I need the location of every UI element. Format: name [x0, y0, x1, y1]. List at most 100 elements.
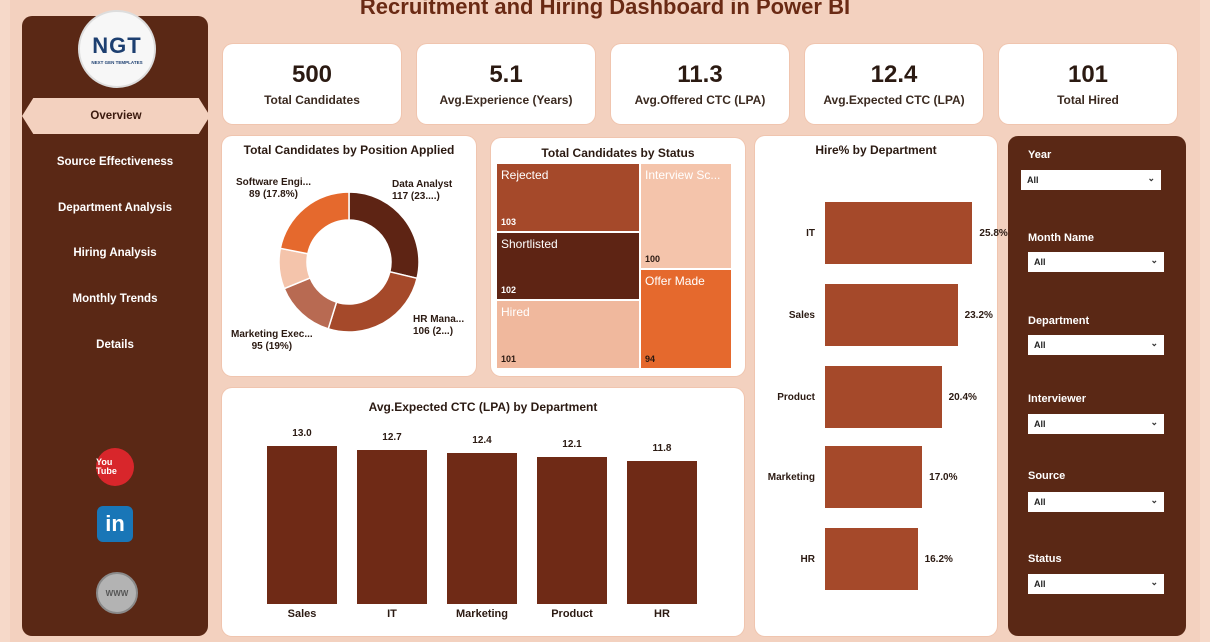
hbar-value-label: 17.0% — [929, 472, 958, 483]
filter-year-select[interactable]: All ⌄ — [1021, 170, 1161, 190]
vbar-value-label: 12.7 — [382, 431, 402, 443]
hbar-hr[interactable] — [825, 528, 918, 590]
donut-label-data-analyst: Data Analyst 117 (23....) — [392, 179, 452, 203]
position-donut-card: Total Candidates by Position Applied Dat… — [222, 136, 476, 376]
nav-source-effectiveness[interactable]: Source Effectiveness — [56, 156, 174, 168]
kpi-value: 5.1 — [489, 61, 523, 88]
treemap-tile-hired[interactable]: Hired 101 — [497, 301, 639, 368]
label-name: HR Mana... — [413, 314, 465, 325]
filter-month-select[interactable]: All ⌄ — [1028, 252, 1164, 272]
nav-monthly-trends[interactable]: Monthly Trends — [72, 293, 158, 305]
tile-value: 103 — [501, 217, 517, 227]
expected-ctc-chart: 13.0 Sales 12.7 IT 12.4 Marketing 12.1 Product 1… — [222, 388, 744, 636]
kpi-label: Avg.Experience (Years) — [439, 93, 573, 107]
hbar-it[interactable] — [825, 202, 973, 264]
linkedin-icon[interactable]: in — [97, 506, 133, 542]
vbar-it[interactable] — [357, 449, 427, 604]
hire-percent-card: Hire% by Department IT 25.8% Sales 23.2% Pro… — [755, 136, 1008, 636]
kpi-label: Total Hired — [1057, 93, 1119, 107]
filter-status-label: Status — [1028, 553, 1062, 565]
donut-label-hr-manager: HR Mana... 106 (2...) — [413, 314, 464, 338]
hbar-value-label: 16.2% — [924, 554, 953, 565]
filter-department-select[interactable]: All ⌄ — [1028, 335, 1164, 355]
chevron-down-icon: ⌄ — [1150, 255, 1158, 265]
label-value: 95 (19%) — [251, 341, 293, 352]
expected-ctc-card: Avg.Expected CTC (LPA) by Department 13.… — [222, 388, 744, 636]
website-icon-text: WWW — [105, 588, 129, 598]
tile-label: Rejected — [501, 168, 549, 182]
hbar-category-label: Sales — [788, 310, 815, 321]
vbar-category-label: Marketing — [456, 608, 508, 620]
label-name: Marketing Exec... — [231, 329, 313, 340]
treemap-tile-rejected[interactable]: Rejected 103 — [497, 164, 639, 231]
vbar-product[interactable] — [537, 456, 607, 604]
hbar-marketing[interactable] — [825, 446, 923, 508]
hbar-value-label: 25.8% — [979, 228, 1008, 239]
slice-hr-manager[interactable] — [327, 270, 418, 333]
hbar-category-label: HR — [800, 554, 815, 565]
filter-status-select[interactable]: All ⌄ — [1028, 574, 1164, 594]
tile-value: 101 — [501, 354, 517, 364]
page-title: Recruitment and Hiring Dashboard in Powe… — [359, 0, 851, 19]
kpi-value: 101 — [1067, 61, 1109, 88]
sidebar: NGT NEXT GEN TEMPLATES Overview Source E… — [22, 10, 210, 636]
tile-value: 100 — [645, 254, 661, 264]
filter-source-select[interactable]: All ⌄ — [1028, 492, 1164, 512]
slice-data-analyst[interactable] — [348, 191, 420, 280]
kpi-avg-expected-ctc: 12.4 Avg.Expected CTC (LPA) — [805, 44, 983, 124]
label-name: Data Analyst — [392, 179, 453, 190]
tile-value: 102 — [501, 285, 517, 295]
vbar-category-label: IT — [387, 608, 397, 620]
filter-value: All — [1034, 419, 1046, 429]
linkedin-icon-text: in — [105, 511, 125, 536]
chevron-down-icon: ⌄ — [1150, 495, 1158, 505]
filter-interviewer-select[interactable]: All ⌄ — [1028, 414, 1164, 434]
vbar-value-label: 13.0 — [292, 428, 312, 439]
website-globe-icon[interactable]: WWW — [96, 572, 138, 614]
chevron-down-icon: ⌄ — [1150, 417, 1158, 427]
filter-value: All — [1034, 257, 1046, 267]
nav-details[interactable]: Details — [96, 339, 134, 351]
logo-subtext: NEXT GEN TEMPLATES — [91, 60, 143, 65]
chart-title: Hire% by Department — [815, 143, 937, 157]
vbar-marketing[interactable] — [447, 453, 517, 604]
label-value: 106 (2...) — [413, 326, 454, 337]
treemap-tile-shortlisted[interactable]: Shortlisted 102 — [497, 233, 639, 299]
vbar-sales[interactable] — [267, 446, 337, 604]
filter-month-label: Month Name — [1028, 232, 1094, 244]
hbar-value-label: 20.4% — [948, 392, 977, 403]
hire-percent-chart: IT 25.8% Sales 23.2% Product 20.4% Marketing 17… — [755, 136, 1008, 636]
filter-interviewer-label: Interviewer — [1028, 393, 1087, 405]
vbar-value-label: 12.4 — [472, 435, 492, 447]
chart-title: Avg.Expected CTC (LPA) by Department — [368, 400, 598, 414]
chart-title: Total Candidates by Position Applied — [243, 143, 455, 157]
status-treemap-card: Total Candidates by Status Rejected 103 … — [491, 138, 745, 376]
kpi-label: Total Candidates — [264, 93, 360, 107]
treemap-tile-offer-made[interactable]: Offer Made 94 — [641, 270, 731, 368]
kpi-label: Avg.Offered CTC (LPA) — [634, 93, 766, 107]
nav-hiring-analysis[interactable]: Hiring Analysis — [73, 247, 157, 259]
slice-software-engineer[interactable] — [279, 191, 350, 255]
filter-department-label: Department — [1028, 315, 1090, 327]
chart-title: Total Candidates by Status — [541, 146, 695, 160]
tile-label: Interview Sc... — [645, 168, 721, 182]
nav-department-analysis[interactable]: Department Analysis — [58, 202, 172, 214]
vbar-category-label: Product — [551, 608, 593, 620]
youtube-icon[interactable]: You Tube — [96, 448, 134, 486]
kpi-avg-experience: 5.1 Avg.Experience (Years) — [417, 44, 595, 124]
hbar-category-label: Marketing — [767, 472, 815, 483]
hbar-product[interactable] — [825, 366, 942, 428]
ngt-logo: NGT NEXT GEN TEMPLATES — [78, 10, 156, 88]
kpi-value: 500 — [291, 61, 333, 88]
nav-overview[interactable]: Overview — [22, 98, 210, 134]
kpi-total-candidates: 500 Total Candidates — [223, 44, 401, 124]
kpi-avg-offered-ctc: 11.3 Avg.Offered CTC (LPA) — [611, 44, 789, 124]
vbar-hr[interactable] — [627, 460, 697, 604]
treemap-tile-interview-scheduled[interactable]: Interview Sc... 100 — [641, 164, 731, 268]
kpi-value: 12.4 — [870, 61, 918, 88]
hbar-sales[interactable] — [825, 284, 958, 346]
vbar-value-label: 12.1 — [562, 438, 582, 450]
tile-label: Shortlisted — [501, 237, 558, 251]
youtube-icon-text: You Tube — [96, 457, 117, 476]
label-value: 89 (17.8%) — [249, 189, 298, 200]
